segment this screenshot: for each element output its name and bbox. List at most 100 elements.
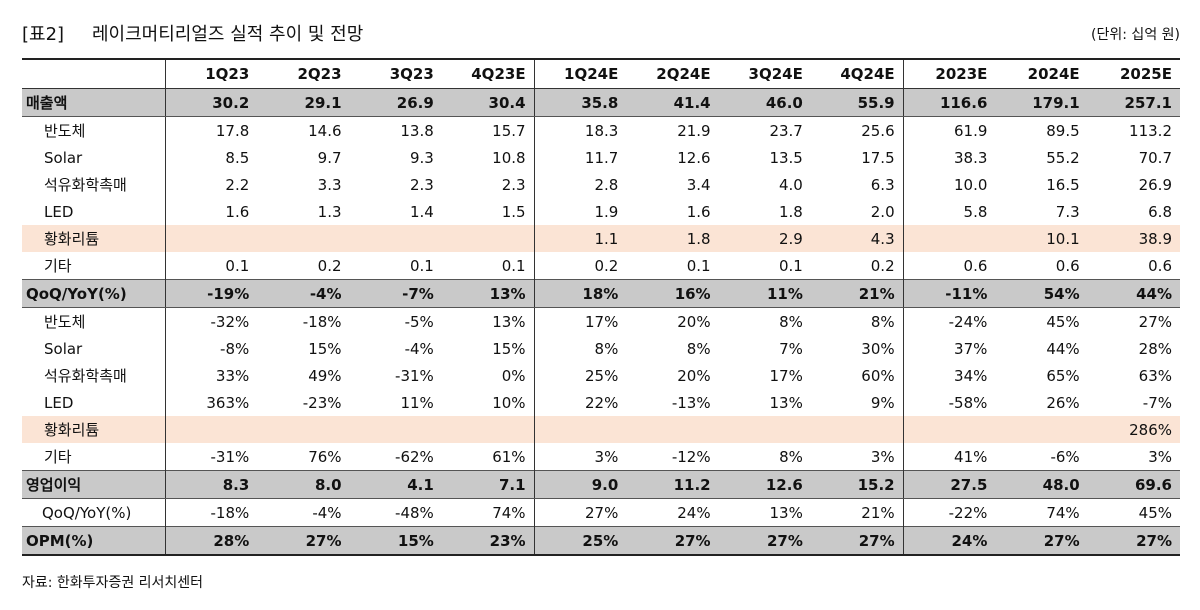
table-cell	[257, 225, 350, 252]
table-row: OPM(%) 28% 27% 15% 23% 25% 27% 27% 27% 24% 27% 27%	[22, 526, 1180, 556]
table-cell: 61.9	[953, 121, 988, 140]
table-cell: 12.6	[677, 148, 711, 167]
table-cell: 10%	[441, 389, 535, 416]
header: [표2] 레이크머티리얼즈 실적 추이 및 전망 (단위: 십억 원)	[22, 18, 1180, 48]
table-cell: 9.7	[317, 148, 342, 167]
table-cell: 27%	[810, 526, 904, 556]
table-cell: 7.1	[441, 470, 535, 499]
row-label: 매출액	[22, 88, 166, 117]
table-cell	[441, 416, 535, 443]
table-cell: 74%	[441, 498, 535, 527]
table-cell: 113.2	[1129, 121, 1172, 140]
table-cell: 35.8	[534, 88, 627, 117]
table-cell: 74%	[1046, 503, 1080, 522]
table-row: 기타 0.1 0.2 0.1 0.1 0.2 0.1 0.1 0.2 0.6 0.6 0.6	[22, 252, 1180, 280]
table-cell: 6.3	[810, 171, 904, 198]
row-label: 황화리튬	[22, 225, 166, 252]
table-cell: 2.3	[441, 171, 535, 198]
table-cell: -22%	[948, 503, 988, 522]
table-cell: 7.3	[1055, 202, 1080, 221]
table-cell: 45%	[1138, 503, 1172, 522]
table-cell: 0.2	[317, 256, 342, 275]
table-cell: 44%	[1087, 279, 1180, 308]
table-cell: 27%	[1087, 526, 1180, 556]
table-cell	[718, 416, 811, 443]
table-row: 황화리튬 286%	[22, 416, 1180, 443]
table-cell: 30.2	[165, 88, 258, 117]
column-header: 4Q24E	[810, 59, 904, 89]
table-cell: 11.2	[626, 470, 719, 499]
table-cell: 21.9	[677, 121, 711, 140]
table-cell: 0.6	[1148, 256, 1172, 275]
table-cell: 1.8	[779, 202, 803, 221]
table-cell: 12.6	[718, 470, 811, 499]
table-row: LED 1.6 1.3 1.4 1.5 1.9 1.6 1.8 2.0 5.8 7.3 6.8	[22, 198, 1180, 225]
row-label: 반도체	[22, 116, 166, 144]
row-label: 반도체	[22, 307, 166, 335]
data-table: 1Q23 2Q23 3Q23 4Q23E 1Q24E 2Q24E 3Q24E 4Q24E 202…	[22, 58, 1180, 556]
table-cell: 17.8	[215, 121, 250, 140]
table-cell: 13.8	[400, 121, 434, 140]
row-label: LED	[22, 389, 166, 416]
table-cell: 13%	[441, 307, 535, 335]
table-cell: 28%	[165, 526, 258, 556]
table-cell: 3.4	[686, 175, 711, 194]
table-cell: 1.3	[317, 202, 342, 221]
table-cell: 60%	[810, 362, 904, 389]
column-header: 3Q24E	[718, 59, 811, 89]
table-cell: 2.8	[594, 175, 619, 194]
table-row: 반도체 17.8 14.6 13.8 15.7 18.3 21.9 23.7 25.6 61.9 8…	[22, 116, 1180, 144]
table-cell: 9%	[810, 389, 904, 416]
column-header: 1Q24E	[534, 59, 627, 89]
table-cell: 9.3	[409, 148, 434, 167]
table-cell: 8%	[686, 339, 711, 358]
table-cell	[810, 416, 904, 443]
table-cell	[903, 225, 996, 252]
table-cell: 21%	[810, 279, 904, 308]
table-cell: -4%	[404, 339, 434, 358]
table-cell: 34%	[954, 366, 988, 385]
table-row: LED 363% -23% 11% 10% 22% -13% 13% 9% -58% 26% -7%	[22, 389, 1180, 416]
table-cell: 70.7	[1138, 148, 1172, 167]
table-cell: 13%	[769, 393, 803, 412]
table-cell	[165, 416, 258, 443]
table-cell: 1.6	[686, 202, 711, 221]
table-cell: 286%	[1087, 416, 1180, 443]
table-cell: 8%	[810, 307, 904, 335]
table-cell: 3%	[1148, 447, 1172, 466]
table-cell: 61%	[441, 443, 535, 471]
table-cell: 0.1	[779, 256, 803, 275]
table-cell: 15%	[308, 339, 342, 358]
table-cell: 4.3	[810, 225, 904, 252]
table-cell: -7%	[1142, 393, 1172, 412]
table-cell: 15.2	[810, 470, 904, 499]
table-cell: 11%	[718, 279, 811, 308]
table-cell: 13%	[441, 279, 535, 308]
table-cell: 26.9	[1138, 175, 1172, 194]
row-label: 석유화학촉매	[22, 362, 166, 389]
table-cell: 21%	[810, 498, 904, 527]
column-header: 2023E	[903, 59, 996, 89]
table-cell: 44%	[1046, 339, 1080, 358]
table-cell: 6.8	[1148, 202, 1172, 221]
table-cell: -18%	[210, 503, 250, 522]
table-cell: 7%	[779, 339, 803, 358]
table-cell: 8%	[779, 312, 803, 331]
table-cell: 8.5	[225, 148, 250, 167]
table-row: 매출액 30.2 29.1 26.9 30.4 35.8 41.4 46.0 55.9 116.6…	[22, 88, 1180, 117]
table-cell: 25%	[584, 366, 619, 385]
table-cell: 8.3	[165, 470, 258, 499]
row-label: Solar	[22, 144, 166, 171]
corner-cell	[22, 59, 166, 89]
table-cell: 25.6	[810, 116, 904, 144]
table-cell: 3%	[810, 443, 904, 471]
table-cell: -48%	[395, 503, 434, 522]
table-title: 레이크머티리얼즈 실적 추이 및 전망	[92, 24, 364, 45]
table-cell: 41.4	[626, 88, 719, 117]
table-cell: 17%	[769, 366, 803, 385]
column-header: 3Q23	[349, 59, 442, 89]
table-cell: 69.6	[1087, 470, 1180, 499]
column-header: 1Q23	[165, 59, 258, 89]
table-cell: 11.7	[584, 148, 619, 167]
table-cell: 10.0	[953, 175, 988, 194]
